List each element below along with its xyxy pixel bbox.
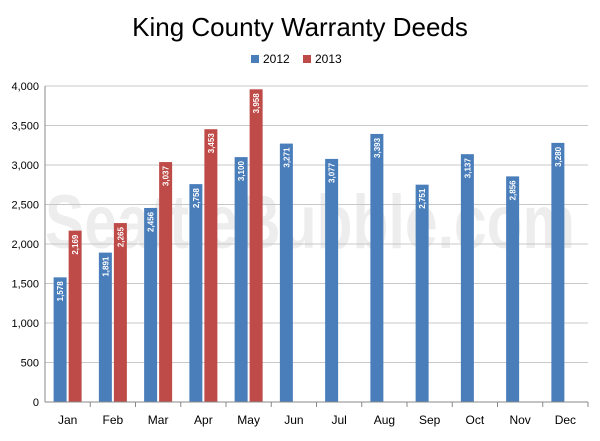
bar-2012-jan [53,277,67,402]
y-tick-label: 3,500 [11,121,39,133]
y-axis: 0 500 1,000 1,500 2,000 2,500 3,000 3,500 4,000 [11,81,46,409]
legend-label-2013: 2013 [315,52,342,66]
y-tick-label: 1,000 [11,318,39,330]
bar-2012-feb [98,252,112,402]
bar-value-label: 3,137 [463,158,472,179]
bar-value-label: 2,751 [418,188,427,209]
legend: 2012 2013 [251,52,342,66]
y-tick-label: 2,000 [11,239,39,251]
bar-2012-may [234,157,248,402]
bar-2013-apr [204,129,218,402]
y-tick-label: 2,500 [11,200,39,212]
bars: 1,578 2,169 1,891 2,265 2,456 3,037 2,758 3,453… [53,89,565,403]
bar-value-label: 2,456 [147,211,156,232]
bar-value-label: 3,958 [252,93,261,114]
bar-value-label: 1,578 [56,281,65,302]
bar-value-label: 2,856 [509,180,518,201]
x-tick-label: Apr [194,413,213,427]
bar-2012-jul [325,158,339,402]
chart-title: King County Warranty Deeds [132,12,468,42]
y-tick-label: 4,000 [11,81,39,93]
x-tick-label: Aug [374,413,395,427]
x-tick-label: Mar [148,413,169,427]
bar-value-label: 3,280 [554,146,563,167]
x-tick-label: Sep [419,413,441,427]
bar-2013-feb [113,223,127,402]
bar-2013-mar [159,162,173,402]
bar-2012-jun [279,143,293,402]
bar-2012-aug [370,133,384,402]
legend-swatch-2012 [251,55,259,63]
x-tick-label: Nov [509,413,530,427]
y-tick-label: 1,500 [11,279,39,291]
bar-value-label: 2,758 [192,188,201,209]
x-axis: Jan Feb Mar Apr May Jun Jul Aug Sep Oct Nov Dec [45,401,589,427]
bar-value-label: 3,100 [237,161,246,182]
bar-2012-dec [551,142,565,402]
y-tick-label: 0 [33,397,39,409]
x-tick-label: Jul [331,413,346,427]
legend-swatch-2013 [303,55,311,63]
bar-value-label: 3,271 [282,147,291,168]
bar-value-label: 2,169 [71,234,80,255]
bar-2012-apr [189,184,203,402]
bar-value-label: 2,265 [116,227,125,248]
bar-2012-sep [415,184,429,402]
bar-2012-oct [460,154,474,402]
y-tick-label: 500 [21,358,39,370]
bar-value-label: 3,037 [162,166,171,187]
x-tick-label: May [237,413,260,427]
x-tick-label: Feb [103,413,124,427]
bar-2013-jan [68,230,82,402]
bar-2013-may [249,89,263,403]
x-tick-label: Dec [555,413,576,427]
bar-value-label: 3,077 [328,162,337,183]
x-tick-label: Jun [284,413,303,427]
x-tick-label: Jan [58,413,77,427]
legend-label-2012: 2012 [263,52,290,66]
bar-value-label: 3,453 [207,133,216,154]
bar-value-label: 1,891 [101,256,110,277]
bar-value-label: 3,393 [373,137,382,158]
x-tick-label: Oct [466,413,485,427]
bar-2012-nov [506,176,520,402]
bar-2012-mar [144,207,158,402]
watermark-text: SeattleBubble.com [45,180,575,265]
y-tick-label: 3,000 [11,160,39,172]
